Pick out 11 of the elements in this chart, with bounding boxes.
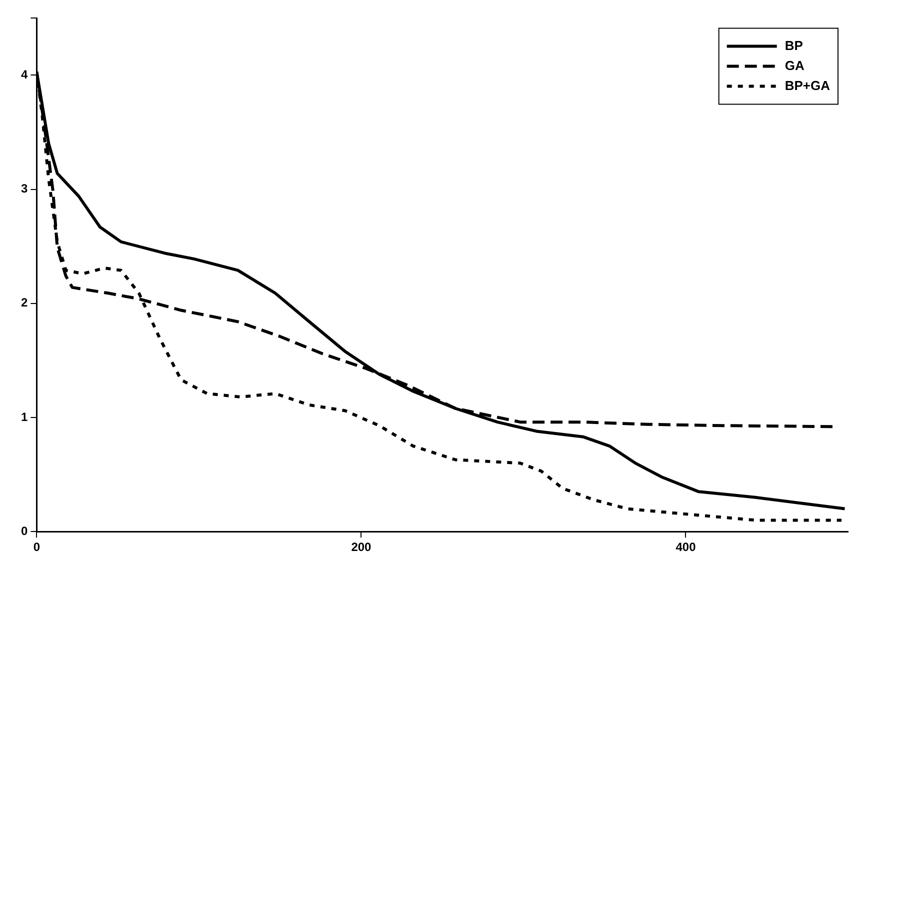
x-tick-label: 400 [676,540,696,554]
y-tick-label: 1 [20,410,28,424]
legend-label: BP [784,38,804,53]
legend-label: GA [784,58,805,73]
x-tick-label: 0 [33,540,40,554]
x-tick-label: 200 [351,540,372,554]
y-tick-label: 0 [20,524,28,538]
y-tick-label: 2 [20,296,28,310]
legend-label: BP+GA [784,78,831,93]
y-tick-label: 3 [20,182,28,196]
y-tick-label: 4 [20,68,28,82]
